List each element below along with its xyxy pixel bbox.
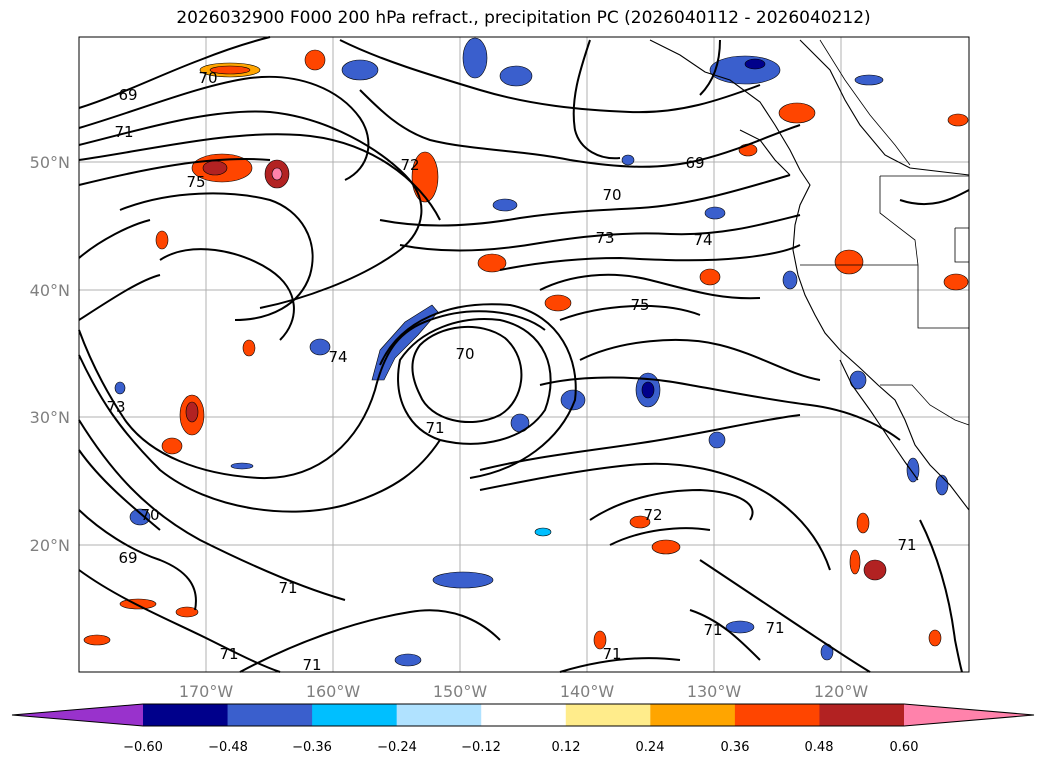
contour-label: 69: [685, 154, 704, 172]
lat-tick-label: 30°N: [30, 408, 70, 427]
colorbar-segment: [396, 704, 482, 726]
colorbar-segment: [734, 704, 820, 726]
colorbar-segment: [481, 704, 567, 726]
lat-tick-label: 40°N: [30, 281, 70, 300]
lon-axis-labels: 170°W 160°W 150°W 140°W 130°W 120°W: [179, 682, 869, 701]
contour-label: 73: [595, 229, 614, 247]
colorbar-segment: [819, 704, 905, 726]
colorbar: [11, 703, 1035, 727]
state-borders: [800, 39, 970, 426]
colorbar-segment: [312, 704, 398, 726]
colorbar-extend-min: [12, 704, 143, 726]
colorbar-outline: [11, 703, 1035, 727]
lon-tick-label: 120°W: [814, 682, 869, 701]
contour-label: 72: [400, 156, 419, 174]
contour-label: 69: [118, 549, 137, 567]
colorbar-tick-label: 0.48: [805, 740, 834, 755]
graticule: [79, 37, 969, 672]
lon-tick-label: 140°W: [560, 682, 615, 701]
colorbar-tick-label: 0.24: [636, 740, 665, 755]
lon-tick-label: 160°W: [306, 682, 361, 701]
contour-label: 69: [118, 86, 137, 104]
contour-label: 71: [278, 579, 297, 597]
lon-tick-label: 150°W: [433, 682, 488, 701]
contour-label: 70: [140, 506, 159, 524]
map-background: [79, 37, 969, 672]
lon-tick-label: 130°W: [687, 682, 742, 701]
contour-label: 71: [703, 621, 722, 639]
colorbar-tick-labels: −0.60 −0.48 −0.36 −0.24 −0.12 0.12 0.24 …: [123, 740, 918, 755]
contour-label: 71: [302, 656, 321, 674]
contour-label: 70: [198, 69, 217, 87]
contour-label: 74: [693, 231, 712, 249]
contour-label: 75: [630, 296, 649, 314]
positive-precip: [83, 49, 969, 650]
lon-tick-label: 170°W: [179, 682, 234, 701]
lat-axis-labels: 50°N 40°N 30°N 20°N: [30, 153, 70, 555]
contour-label: 71: [114, 123, 133, 141]
contour-label: 71: [602, 645, 621, 663]
map-frame: [78, 36, 970, 673]
lat-tick-label: 20°N: [30, 536, 70, 555]
lat-tick-label: 50°N: [30, 153, 70, 172]
contour-label: 72: [643, 506, 662, 524]
colorbar-segment: [143, 704, 229, 726]
colorbar-tick-label: −0.12: [461, 740, 501, 755]
contour-label: 71: [425, 419, 444, 437]
contour-label: 73: [106, 398, 125, 416]
contour-labels: 69 70 71 75 72 70 73 74 75 69 74 70 71 7…: [106, 69, 916, 674]
contour-label: 74: [328, 348, 347, 366]
contour-label: 71: [897, 536, 916, 554]
colorbar-segment: [227, 704, 313, 726]
colorbar-segment: [650, 704, 736, 726]
colorbar-tick-label: −0.36: [292, 740, 332, 755]
coastlines: [649, 39, 970, 511]
colorbar-tick-label: −0.60: [123, 740, 163, 755]
colorbar-tick-label: 0.60: [890, 740, 919, 755]
contour-label: 70: [455, 345, 474, 363]
colorbar-tick-label: −0.48: [208, 740, 248, 755]
contour-label: 71: [219, 645, 238, 663]
chart-title: 2026032900 F000 200 hPa refract., precip…: [176, 8, 871, 28]
contour-label: 75: [186, 173, 205, 191]
colorbar-tick-label: 0.12: [552, 740, 581, 755]
contour-label: 70: [602, 186, 621, 204]
colorbar-segment: [565, 704, 651, 726]
colorbar-tick-label: 0.36: [721, 740, 750, 755]
refractivity-contours: [78, 36, 970, 673]
contour-label: 71: [765, 619, 784, 637]
colorbar-extend-max: [904, 704, 1034, 726]
colorbar-tick-label: −0.24: [377, 740, 417, 755]
